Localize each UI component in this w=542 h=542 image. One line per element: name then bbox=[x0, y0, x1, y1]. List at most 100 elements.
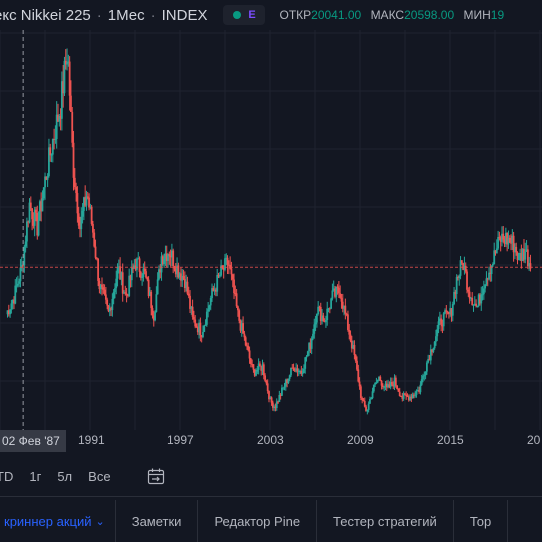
candle-body bbox=[352, 345, 355, 349]
candle-body bbox=[508, 237, 511, 243]
candle-body bbox=[493, 250, 496, 265]
candle-body bbox=[502, 233, 505, 240]
candle-body bbox=[269, 397, 272, 400]
candle-body bbox=[476, 305, 479, 307]
time-tick: 20 bbox=[527, 433, 541, 447]
candle-body bbox=[54, 138, 57, 140]
candle-body bbox=[288, 375, 291, 379]
candle-body bbox=[198, 322, 200, 333]
range-5y-button[interactable]: 5л bbox=[57, 468, 73, 484]
candle-body bbox=[58, 115, 61, 122]
candle-body bbox=[482, 288, 485, 295]
tab-label: Редактор Pine bbox=[214, 513, 301, 529]
candle-body bbox=[315, 314, 318, 323]
candle-body bbox=[374, 382, 377, 385]
candle-body bbox=[259, 363, 261, 367]
candle-body bbox=[529, 263, 532, 269]
candle-body bbox=[242, 323, 244, 334]
candle-body bbox=[292, 368, 295, 371]
candle-body bbox=[190, 306, 193, 309]
candle-body bbox=[271, 402, 274, 408]
candle-body bbox=[110, 308, 112, 311]
candle-body bbox=[345, 313, 348, 315]
candle-body bbox=[139, 271, 142, 278]
candle-body bbox=[73, 177, 76, 188]
candle-body bbox=[389, 382, 392, 388]
candle-body bbox=[420, 379, 423, 385]
range-1y-button[interactable]: 1г bbox=[29, 468, 42, 484]
tab-trading-panel[interactable]: Тор bbox=[454, 500, 509, 542]
candle-body bbox=[432, 348, 435, 352]
candle-body bbox=[528, 263, 531, 267]
candle-body bbox=[155, 294, 158, 312]
tab-stock-screener[interactable]: криннер акций ⌄ bbox=[0, 500, 116, 542]
candle-body bbox=[194, 319, 197, 327]
candle-body bbox=[174, 268, 177, 275]
candle-body bbox=[40, 201, 43, 212]
range-ytd-button[interactable]: TD bbox=[0, 468, 14, 484]
candle-body bbox=[445, 310, 448, 312]
candle-body bbox=[239, 320, 242, 331]
candle-body bbox=[312, 333, 314, 339]
candle-body bbox=[31, 208, 34, 220]
candle-body bbox=[180, 273, 182, 281]
candle-body bbox=[411, 394, 414, 399]
candle-body bbox=[176, 265, 178, 275]
candle-body bbox=[181, 275, 184, 281]
candle-body bbox=[470, 297, 472, 299]
tab-notes[interactable]: Заметки bbox=[116, 500, 199, 542]
candle-body bbox=[38, 201, 41, 221]
candle-body bbox=[94, 246, 97, 258]
market-status-badge[interactable]: E bbox=[223, 5, 266, 25]
interval-label[interactable]: 1Мес bbox=[107, 6, 145, 24]
candle-body bbox=[409, 396, 411, 401]
candle-body bbox=[199, 322, 202, 336]
candle-body bbox=[431, 349, 433, 352]
candle-body bbox=[378, 376, 380, 381]
candle-body bbox=[514, 246, 516, 253]
symbol-title[interactable]: екс Nikkei 225 bbox=[0, 6, 91, 24]
calendar-range-icon[interactable] bbox=[146, 466, 166, 486]
candle-body bbox=[195, 326, 198, 328]
candle-body bbox=[169, 255, 172, 258]
candle-body bbox=[414, 394, 417, 396]
candle-body bbox=[379, 376, 382, 381]
candle-body bbox=[173, 266, 176, 269]
candle-body bbox=[299, 370, 301, 372]
candle-body bbox=[235, 293, 238, 307]
candle-body bbox=[264, 375, 266, 381]
high-label: МАКС bbox=[370, 8, 405, 22]
time-axis[interactable]: 1991 1997 2003 2009 2015 20 02 Фев '87 bbox=[0, 430, 542, 452]
candle-body bbox=[335, 286, 338, 297]
candle-body bbox=[506, 232, 509, 245]
candle-body bbox=[255, 371, 257, 376]
candle-body bbox=[213, 289, 216, 292]
candle-body bbox=[161, 256, 164, 264]
candle-body bbox=[92, 223, 94, 233]
candle-body bbox=[71, 111, 74, 143]
candle-body bbox=[147, 279, 150, 297]
candle-body bbox=[392, 384, 395, 387]
range-all-button[interactable]: Все bbox=[88, 468, 111, 484]
tab-pine-editor[interactable]: Редактор Pine bbox=[198, 500, 318, 542]
candle-body bbox=[64, 60, 67, 65]
candle-body bbox=[14, 285, 17, 304]
candle-body bbox=[244, 337, 247, 346]
candle-body bbox=[253, 369, 256, 376]
candle-body bbox=[115, 278, 118, 289]
candle-body bbox=[185, 281, 188, 289]
price-chart[interactable] bbox=[0, 0, 542, 430]
candle-body bbox=[475, 303, 477, 307]
candle-body bbox=[154, 311, 156, 321]
candle-body bbox=[226, 257, 229, 265]
candle-body bbox=[376, 380, 379, 383]
candle-body bbox=[7, 310, 10, 315]
candle-body bbox=[222, 267, 225, 270]
candle-body bbox=[125, 293, 128, 295]
candle-body bbox=[444, 310, 446, 314]
candle-body bbox=[322, 315, 325, 322]
candle-body bbox=[19, 267, 22, 282]
tab-strategy-tester[interactable]: Тестер стратегий bbox=[317, 500, 454, 542]
candle-body bbox=[218, 275, 221, 277]
candle-body bbox=[337, 287, 340, 294]
